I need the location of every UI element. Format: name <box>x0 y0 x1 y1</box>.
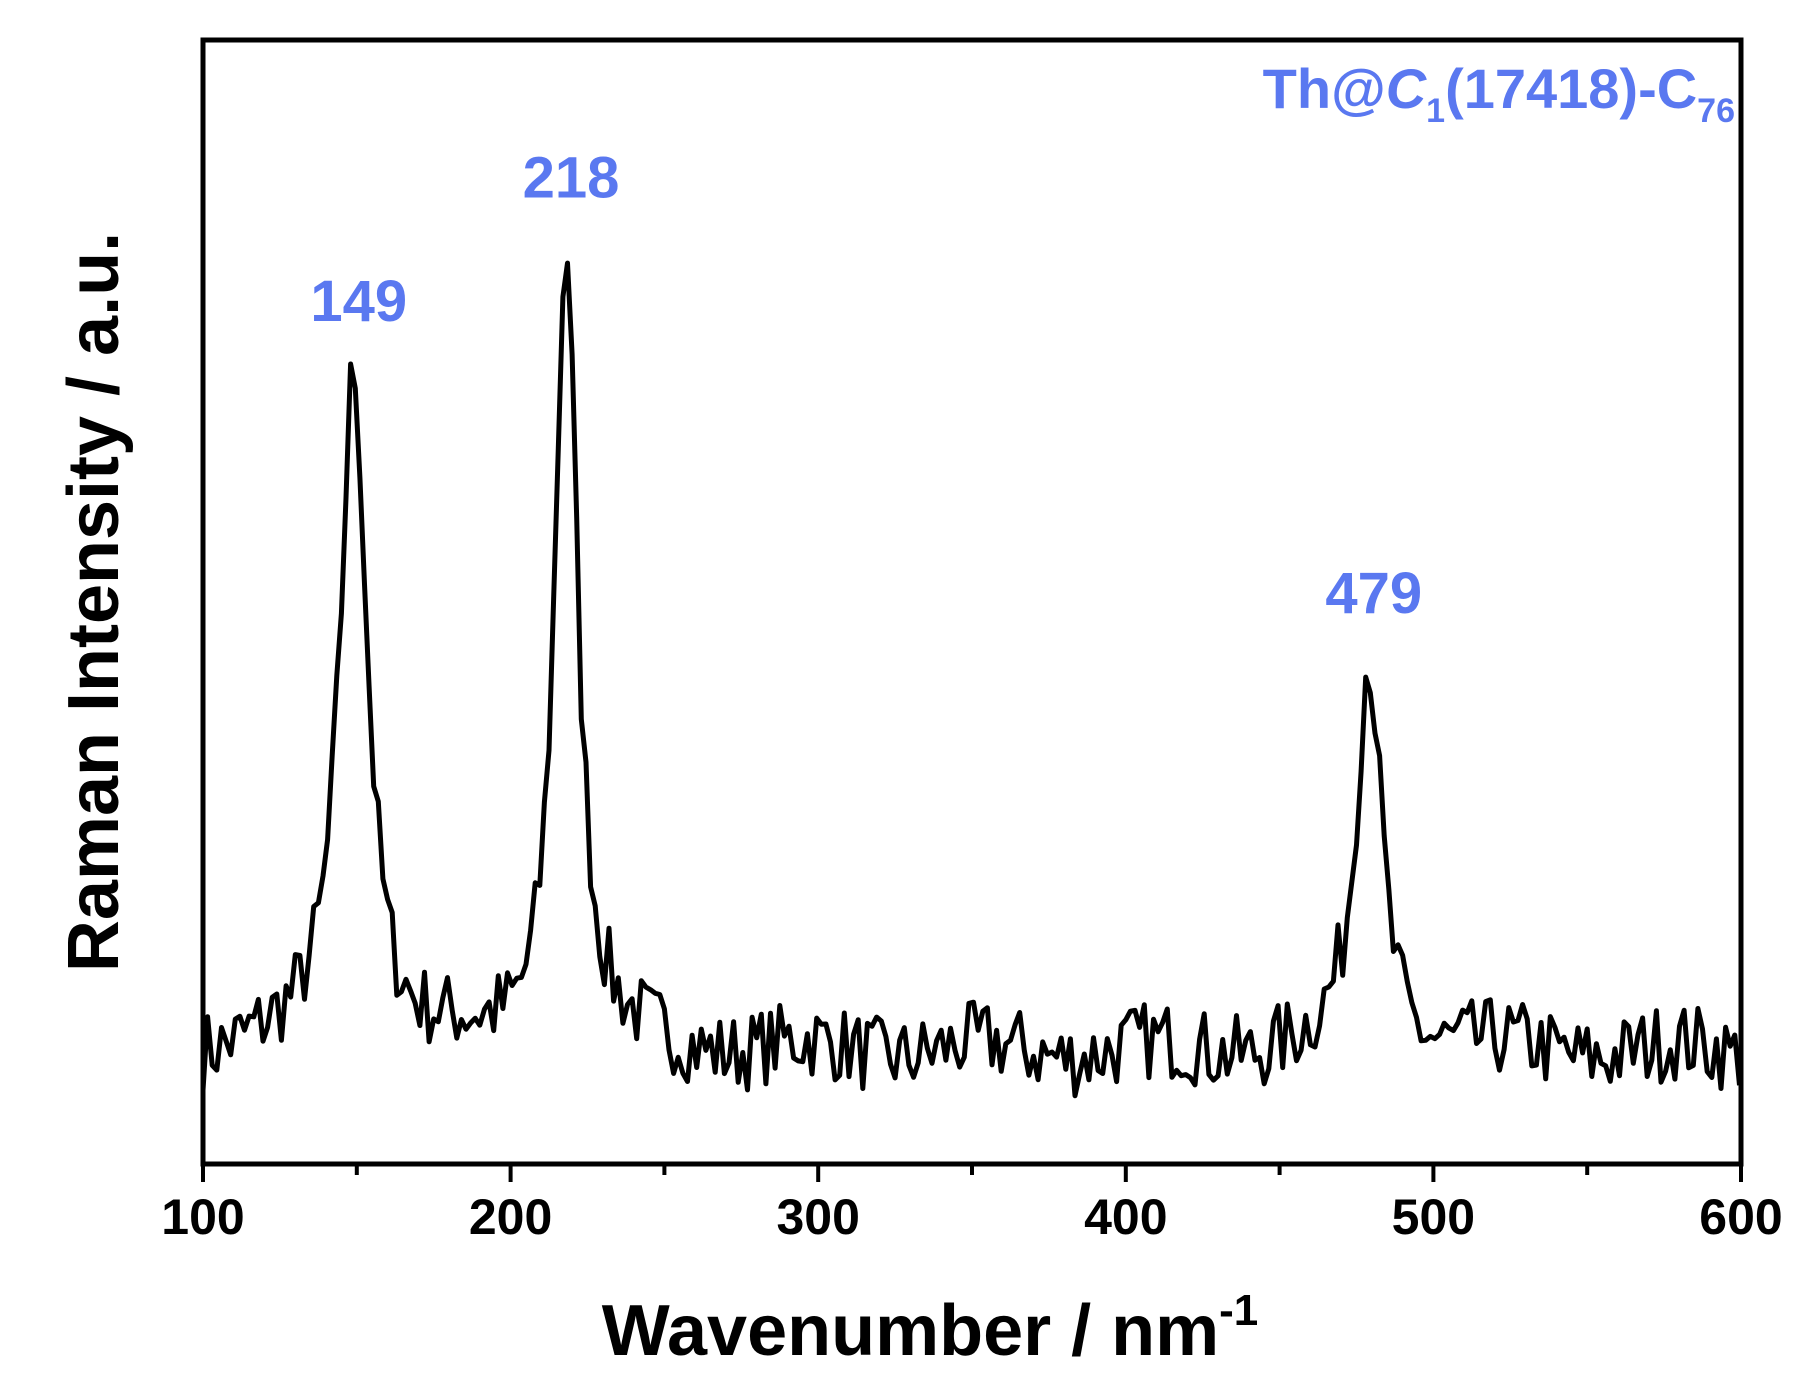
x-tick-label: 300 <box>776 1189 859 1245</box>
peak-label-149: 149 <box>310 269 407 334</box>
x-axis-tick-labels: 100 200 300 400 500 600 <box>161 1189 1782 1245</box>
x-tick-label: 200 <box>469 1189 552 1245</box>
y-axis-title: Raman Intensity / a.u. <box>54 232 134 972</box>
peak-label-479: 479 <box>1325 561 1422 626</box>
spectrum-line <box>200 260 1742 1099</box>
x-tick-label: 100 <box>161 1189 244 1245</box>
x-axis-ticks <box>201 1164 1743 1182</box>
peak-labels: 149 218 479 <box>310 145 1422 626</box>
peak-label-218: 218 <box>523 145 620 210</box>
x-tick-label: 500 <box>1392 1189 1475 1245</box>
x-tick-label: 400 <box>1084 1189 1167 1245</box>
compound-label: Th@C1(17418)-C76 <box>1263 57 1735 130</box>
x-tick-label: 600 <box>1699 1189 1782 1245</box>
plot-frame <box>200 37 1744 1167</box>
x-axis-title: Wavenumber / nm-1 <box>602 1286 1259 1371</box>
